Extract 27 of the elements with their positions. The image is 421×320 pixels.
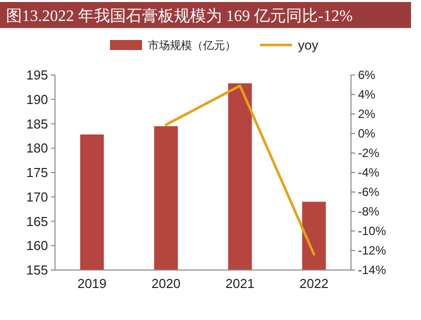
y-tick-label: 190 xyxy=(26,92,48,107)
y2-tick-label: -8% xyxy=(358,204,380,219)
y-tick-label: 170 xyxy=(26,189,48,204)
y-tick-label: 195 xyxy=(26,68,48,83)
y2-tick-label: -6% xyxy=(358,185,380,200)
x-tick-label: 2021 xyxy=(226,276,254,291)
y2-tick-label: -4% xyxy=(358,166,380,180)
y2-tick-label: 6% xyxy=(358,68,376,82)
x-tick-label: 2020 xyxy=(152,276,180,291)
y-tick-label: 180 xyxy=(26,140,48,156)
legend-label: yoy xyxy=(298,38,319,53)
y2-tick-label: -14% xyxy=(358,263,386,278)
y2-tick-label: 2% xyxy=(358,107,376,122)
legend-label: 市场规模（亿元） xyxy=(148,38,236,52)
y-tick-label: 155 xyxy=(26,262,48,278)
y2-tick-label: -2% xyxy=(358,146,380,160)
chart-title: 图13.2022 年我国石膏板规模为 169 亿元同比-12% xyxy=(6,7,353,25)
y-tick-label: 160 xyxy=(26,238,48,254)
y2-tick-label: 4% xyxy=(358,88,376,102)
y2-tick-label: 0% xyxy=(358,126,376,141)
y-tick-label: 175 xyxy=(26,165,48,180)
y-tick-label: 185 xyxy=(26,116,48,132)
y-tick-label: 165 xyxy=(26,214,48,229)
x-tick-label: 2019 xyxy=(78,276,106,291)
x-tick-label: 2022 xyxy=(300,276,328,291)
y2-tick-label: -12% xyxy=(358,244,386,258)
y2-tick-label: -10% xyxy=(358,224,386,238)
